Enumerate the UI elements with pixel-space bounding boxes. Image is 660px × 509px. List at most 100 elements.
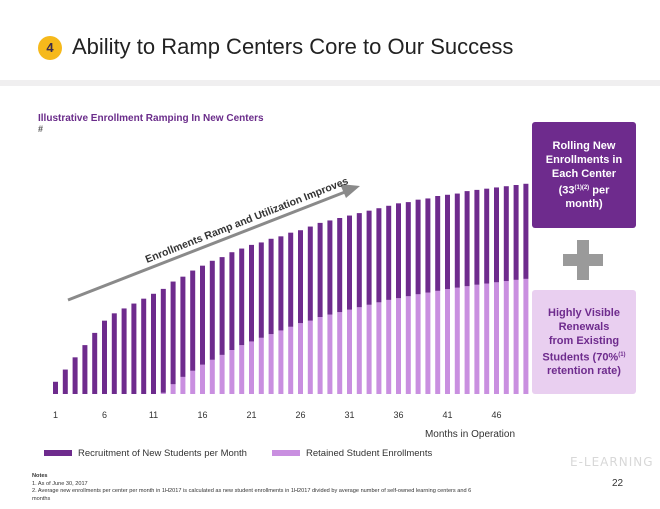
legend-item-retained: Retained Student Enrollments bbox=[272, 448, 432, 459]
bar-retained-month-32 bbox=[356, 307, 362, 394]
bar-retained-month-30 bbox=[337, 312, 343, 394]
callout-rolling-new-enrollments: Rolling New Enrollments in Each Center (… bbox=[532, 122, 636, 228]
bar-retained-month-48 bbox=[513, 279, 519, 394]
x-tick-label: 36 bbox=[393, 410, 403, 420]
bar-recruitment-month-38 bbox=[415, 199, 421, 295]
bar-recruitment-month-45 bbox=[484, 188, 490, 284]
bar-recruitment-month-32 bbox=[356, 213, 362, 308]
callout-bottom-line: retention rate) bbox=[547, 365, 621, 378]
bar-recruitment-month-4 bbox=[82, 345, 88, 394]
bar-retained-month-49 bbox=[523, 278, 529, 394]
callout-top-line: Each Center bbox=[551, 167, 617, 180]
bar-recruitment-month-5 bbox=[92, 332, 98, 394]
bar-recruitment-month-21 bbox=[249, 244, 254, 342]
bar-recruitment-month-23 bbox=[268, 238, 274, 335]
footnote-ref: (1) bbox=[618, 351, 626, 358]
bar-recruitment-month-28 bbox=[317, 222, 323, 317]
bar-retained-month-19 bbox=[229, 350, 235, 394]
legend-item-recruitment: Recruitment of New Students per Month bbox=[44, 448, 247, 459]
bar-retained-month-22 bbox=[258, 337, 264, 394]
plus-icon bbox=[563, 240, 603, 280]
bar-recruitment-month-47 bbox=[503, 186, 509, 282]
bar-recruitment-month-9 bbox=[131, 303, 137, 394]
bar-retained-month-29 bbox=[327, 314, 333, 394]
bar-recruitment-month-2 bbox=[62, 369, 68, 394]
bar-recruitment-month-10 bbox=[141, 298, 147, 394]
bar-retained-month-47 bbox=[503, 281, 509, 394]
bar-retained-month-46 bbox=[494, 282, 499, 394]
bar-recruitment-month-49 bbox=[523, 183, 529, 279]
bar-retained-month-14 bbox=[180, 376, 186, 394]
bar-recruitment-month-39 bbox=[425, 198, 431, 293]
page-title: Ability to Ramp Centers Core to Our Succ… bbox=[72, 34, 514, 59]
legend-label: Recruitment of New Students per Month bbox=[78, 448, 247, 459]
bar-recruitment-month-30 bbox=[337, 218, 343, 313]
bar-retained-month-44 bbox=[474, 284, 480, 394]
notes-heading: Notes bbox=[32, 473, 48, 479]
bar-retained-month-23 bbox=[268, 334, 274, 394]
callout-bottom-line: Highly Visible bbox=[548, 306, 620, 319]
bar-retained-month-26 bbox=[298, 323, 303, 394]
bar-retained-month-43 bbox=[464, 286, 470, 394]
header-divider bbox=[0, 80, 660, 86]
subtitle-mark: # bbox=[38, 124, 44, 134]
callout-text: (33 bbox=[558, 184, 575, 197]
bar-recruitment-month-40 bbox=[435, 196, 441, 291]
bar-retained-month-36 bbox=[396, 298, 401, 394]
bar-recruitment-month-16 bbox=[200, 265, 205, 365]
x-tick-label: 16 bbox=[197, 410, 207, 420]
bar-recruitment-month-12 bbox=[160, 288, 166, 393]
bar-recruitment-month-36 bbox=[396, 203, 401, 299]
callout-bottom-line: from Existing bbox=[548, 334, 620, 347]
note-item: 1. As of June 30, 2017 bbox=[32, 480, 88, 487]
x-tick-label: 11 bbox=[149, 410, 158, 420]
bar-retained-month-28 bbox=[317, 317, 323, 394]
bar-retained-month-42 bbox=[454, 287, 460, 394]
bar-group bbox=[53, 183, 529, 394]
bar-retained-month-33 bbox=[366, 304, 372, 394]
bar-recruitment-month-26 bbox=[298, 230, 303, 324]
bar-recruitment-month-17 bbox=[209, 260, 215, 360]
legend-swatch-recruitment bbox=[44, 450, 72, 457]
x-tick-label: 26 bbox=[295, 410, 305, 420]
callout-bottom-line: Renewals bbox=[558, 320, 610, 333]
bar-retained-month-24 bbox=[278, 330, 284, 394]
bar-recruitment-month-41 bbox=[445, 194, 450, 290]
bar-recruitment-month-22 bbox=[258, 242, 264, 338]
bar-retained-month-38 bbox=[415, 294, 421, 394]
bar-retained-month-20 bbox=[239, 345, 245, 394]
bar-recruitment-month-18 bbox=[219, 257, 225, 355]
footnote-ref: (1)(2) bbox=[574, 184, 590, 191]
header bbox=[0, 0, 660, 82]
bar-retained-month-31 bbox=[347, 309, 352, 394]
bar-recruitment-month-29 bbox=[327, 220, 333, 315]
legend-swatch-retained bbox=[272, 450, 300, 457]
trend-arrow bbox=[67, 190, 346, 302]
bar-recruitment-month-8 bbox=[121, 308, 127, 394]
callout-top-line: month) bbox=[565, 198, 603, 211]
x-tick-label: 41 bbox=[442, 410, 452, 420]
bar-recruitment-month-31 bbox=[347, 215, 352, 310]
bar-recruitment-month-6 bbox=[102, 320, 107, 394]
bar-recruitment-month-13 bbox=[170, 281, 176, 385]
watermark-text: E-LEARNING bbox=[570, 455, 654, 469]
bar-recruitment-month-48 bbox=[513, 185, 519, 280]
note-item: 2. Average new enrollments per center pe… bbox=[32, 488, 472, 494]
bar-retained-month-35 bbox=[386, 299, 392, 394]
x-tick-label: 46 bbox=[491, 410, 501, 420]
bar-recruitment-month-24 bbox=[278, 236, 284, 331]
bar-retained-month-37 bbox=[405, 296, 411, 394]
bar-recruitment-month-37 bbox=[405, 202, 411, 297]
callout-text: Students (70% bbox=[542, 351, 619, 364]
callout-bottom-line: Students (70%(1) bbox=[542, 348, 625, 365]
legend-label: Retained Student Enrollments bbox=[306, 448, 433, 459]
bar-retained-month-12 bbox=[160, 392, 166, 394]
bar-retained-month-40 bbox=[435, 290, 441, 394]
bar-recruitment-month-11 bbox=[151, 293, 156, 394]
callout-visible-renewals: Highly Visible Renewals from Existing St… bbox=[532, 290, 636, 394]
x-tick-label: 31 bbox=[344, 410, 354, 420]
bar-retained-month-15 bbox=[190, 370, 196, 394]
x-tick-label: 21 bbox=[246, 410, 256, 420]
bar-retained-month-25 bbox=[288, 326, 294, 394]
